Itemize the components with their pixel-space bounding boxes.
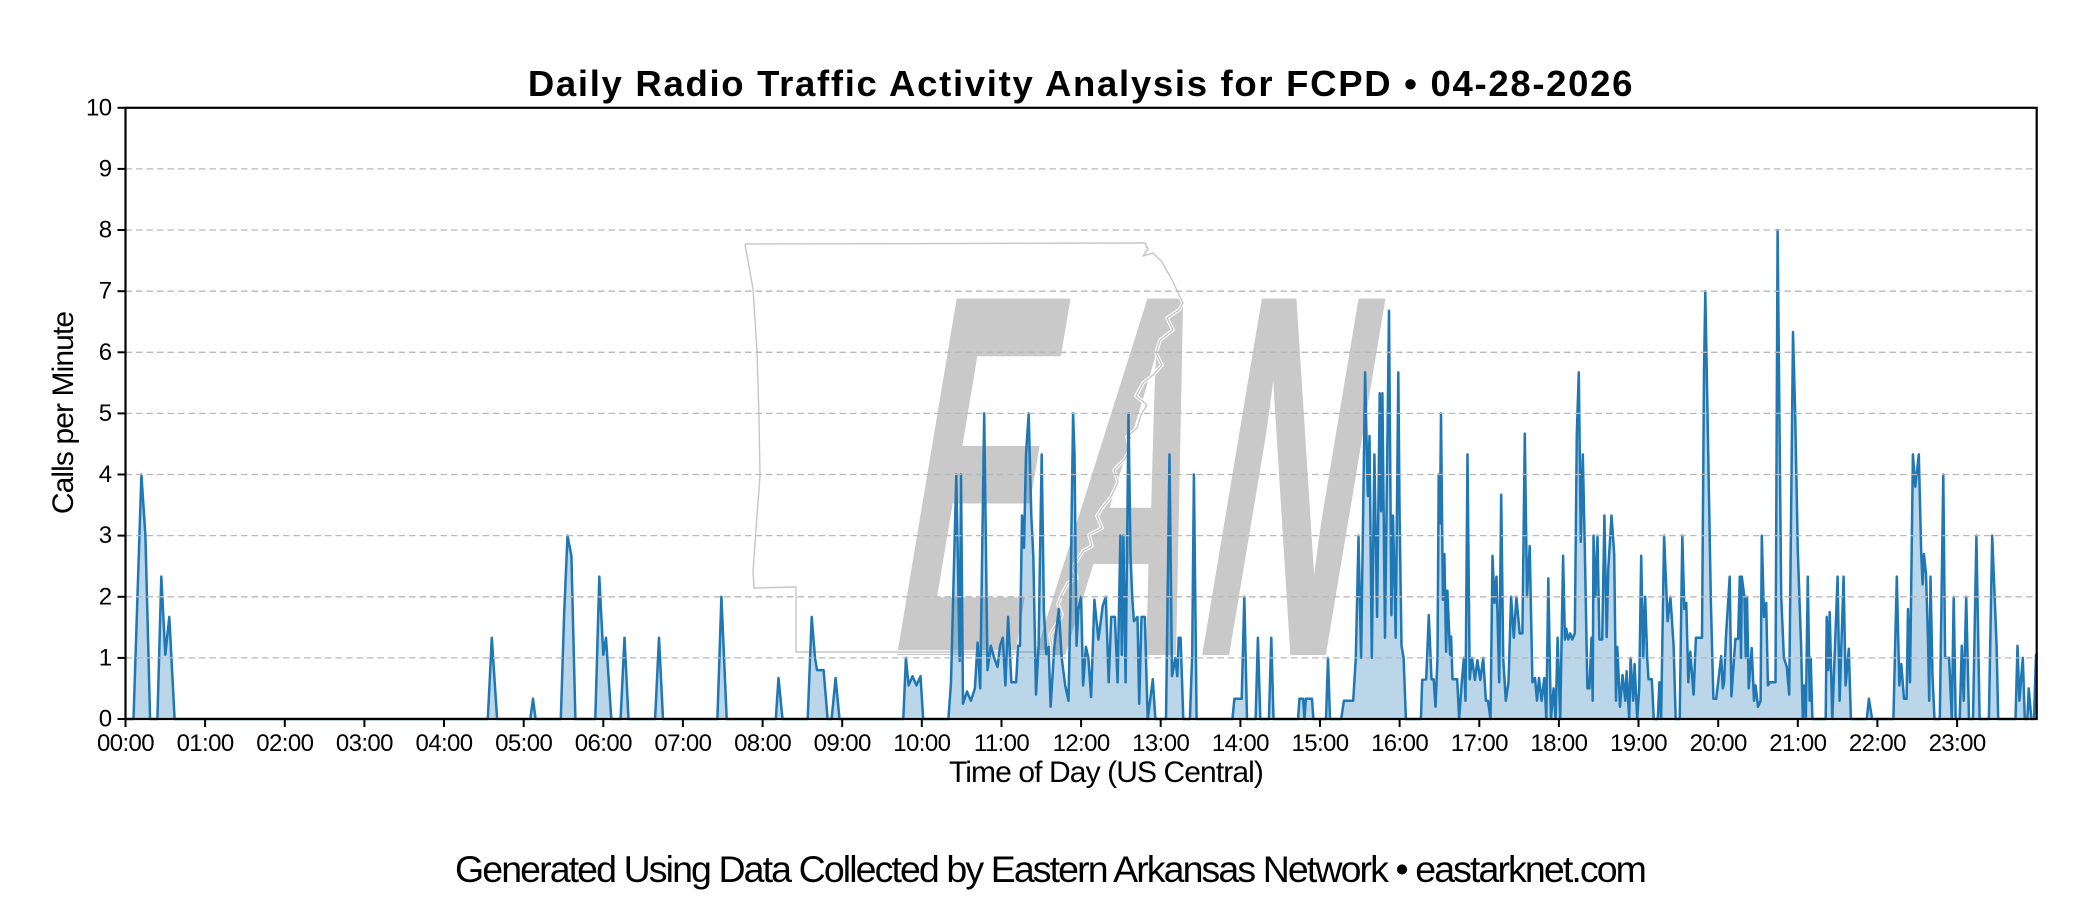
svg-text:4: 4 — [99, 461, 112, 488]
svg-text:7: 7 — [99, 278, 112, 305]
svg-text:5: 5 — [99, 400, 112, 427]
svg-text:0: 0 — [99, 706, 112, 733]
svg-text:13:00: 13:00 — [1132, 730, 1189, 757]
svg-text:19:00: 19:00 — [1610, 730, 1667, 757]
svg-text:09:00: 09:00 — [814, 730, 871, 757]
svg-text:8: 8 — [99, 217, 112, 244]
svg-text:Time of Day (US Central): Time of Day (US Central) — [949, 756, 1263, 789]
svg-text:02:00: 02:00 — [256, 730, 313, 757]
svg-text:20:00: 20:00 — [1690, 730, 1747, 757]
svg-text:Generated Using Data Collected: Generated Using Data Collected by Easter… — [455, 848, 1645, 890]
svg-text:23:00: 23:00 — [1929, 730, 1986, 757]
svg-text:22:00: 22:00 — [1849, 730, 1906, 757]
svg-text:14:00: 14:00 — [1212, 730, 1269, 757]
svg-text:04:00: 04:00 — [415, 730, 472, 757]
svg-text:10:00: 10:00 — [893, 730, 950, 757]
svg-text:05:00: 05:00 — [495, 730, 552, 757]
svg-text:12:00: 12:00 — [1053, 730, 1110, 757]
svg-text:9: 9 — [99, 155, 112, 182]
svg-text:00:00: 00:00 — [97, 730, 154, 757]
svg-text:18:00: 18:00 — [1530, 730, 1587, 757]
svg-text:Daily Radio Traffic Activity A: Daily Radio Traffic Activity Analysis fo… — [528, 63, 1634, 104]
svg-text:08:00: 08:00 — [734, 730, 791, 757]
svg-text:17:00: 17:00 — [1451, 730, 1508, 757]
svg-text:06:00: 06:00 — [575, 730, 632, 757]
svg-text:2: 2 — [99, 583, 112, 610]
svg-text:6: 6 — [99, 339, 112, 366]
svg-text:01:00: 01:00 — [177, 730, 234, 757]
svg-text:10: 10 — [86, 94, 112, 121]
svg-text:15:00: 15:00 — [1291, 730, 1348, 757]
svg-text:11:00: 11:00 — [974, 730, 1030, 757]
svg-text:07:00: 07:00 — [654, 730, 711, 757]
svg-text:03:00: 03:00 — [336, 730, 393, 757]
svg-text:3: 3 — [99, 522, 112, 549]
svg-text:21:00: 21:00 — [1769, 730, 1826, 757]
svg-text:16:00: 16:00 — [1371, 730, 1428, 757]
svg-text:1: 1 — [99, 644, 112, 671]
svg-text:Calls per Minute: Calls per Minute — [47, 312, 80, 515]
svg-text:EAN: EAN — [865, 186, 1425, 765]
